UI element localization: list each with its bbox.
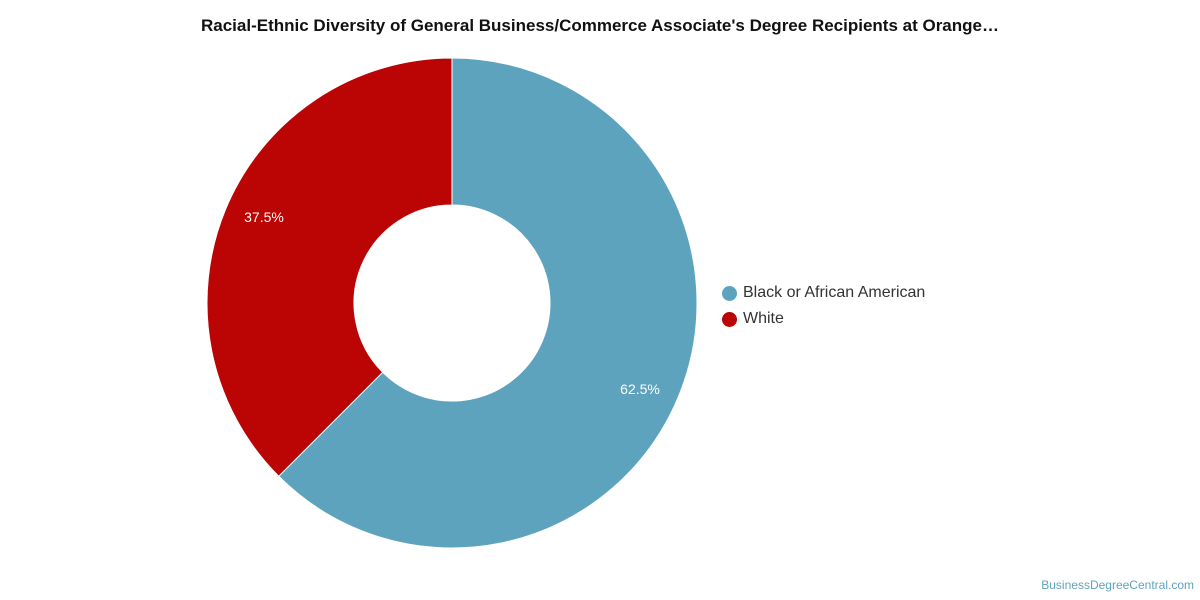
legend-item-white[interactable]: White	[722, 306, 925, 332]
legend-swatch-white	[722, 311, 737, 327]
legend-swatch-black-or-african-american	[722, 285, 737, 301]
legend-label-black-or-african-american: Black or African American	[743, 284, 926, 301]
data-label-black-or-african-american: 62.5%	[620, 381, 660, 397]
legend-item-black-or-african-american[interactable]: Black or African American	[722, 280, 925, 306]
slice-white[interactable]	[206, 57, 453, 477]
legend-label-white: White	[743, 310, 784, 327]
slice-black-or-african-american[interactable]	[278, 57, 698, 549]
watermark: BusinessDegreeCentral.com	[1041, 578, 1194, 592]
chart-legend: Black or African American White	[722, 280, 925, 332]
data-label-white: 37.5%	[244, 209, 284, 225]
chart-title: Racial-Ethnic Diversity of General Busin…	[201, 16, 999, 35]
